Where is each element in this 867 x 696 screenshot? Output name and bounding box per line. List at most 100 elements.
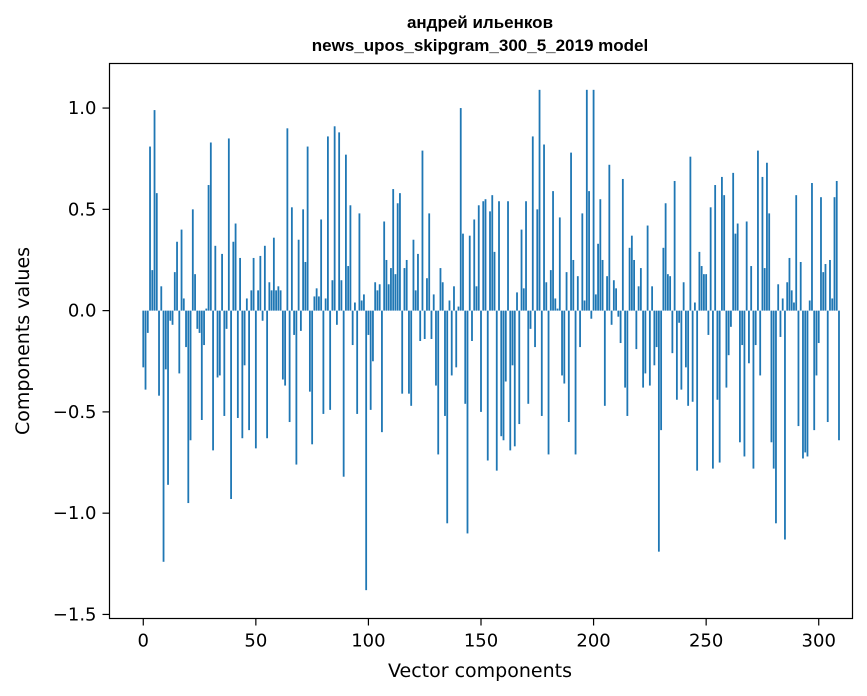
bar — [736, 223, 739, 311]
bar — [543, 144, 545, 311]
bar — [441, 282, 444, 311]
bar — [248, 310, 250, 431]
bar — [495, 310, 498, 471]
bar — [311, 310, 314, 445]
bar — [464, 310, 467, 404]
bar — [664, 203, 667, 311]
bar — [446, 310, 449, 524]
bar — [153, 110, 156, 311]
bar — [263, 245, 266, 311]
bar — [252, 257, 255, 311]
bar — [354, 302, 356, 311]
bar — [349, 205, 352, 311]
bar — [421, 150, 424, 311]
bar — [457, 306, 460, 311]
bar — [214, 245, 217, 311]
bar — [257, 290, 259, 311]
bar — [669, 276, 672, 311]
x-tick-label: 0 — [138, 631, 149, 652]
bar — [189, 310, 192, 441]
bar — [646, 225, 649, 311]
bar — [754, 310, 757, 346]
bar — [804, 310, 807, 453]
bar — [383, 221, 386, 311]
bar — [259, 255, 262, 311]
bar — [342, 310, 345, 477]
bar — [198, 310, 201, 333]
bar — [403, 268, 406, 311]
bar — [784, 310, 786, 540]
x-tick-label: 100 — [351, 631, 385, 652]
bar — [707, 310, 710, 335]
bar — [516, 292, 518, 311]
bar — [504, 310, 507, 382]
x-tick-label: 50 — [244, 631, 267, 652]
bar — [423, 310, 426, 339]
bar — [185, 310, 187, 348]
bar — [448, 300, 451, 311]
chart-title: андрей ильенков — [407, 13, 553, 32]
bar — [808, 300, 811, 311]
bar — [660, 310, 663, 431]
bar — [680, 310, 683, 390]
bar — [621, 178, 624, 311]
bar — [178, 310, 181, 374]
bar — [329, 310, 332, 410]
bar — [302, 209, 305, 311]
bar — [826, 310, 829, 423]
bar — [351, 310, 354, 346]
bar — [207, 185, 210, 311]
bar — [194, 274, 196, 311]
bar — [374, 282, 377, 311]
bar — [462, 233, 464, 311]
bar — [290, 207, 293, 311]
bar — [675, 310, 678, 400]
bar — [536, 209, 539, 311]
y-axis-label: Components values — [12, 247, 34, 435]
bar — [324, 298, 327, 311]
bar — [187, 310, 190, 504]
bar — [570, 152, 572, 311]
bar — [700, 266, 703, 311]
bar — [606, 276, 608, 311]
bar — [453, 286, 455, 311]
bar — [788, 257, 791, 311]
bar — [786, 282, 789, 311]
bar — [750, 266, 753, 311]
bar — [599, 199, 602, 311]
bar — [545, 282, 548, 311]
bar — [581, 213, 584, 311]
bar — [730, 310, 732, 327]
bar — [405, 259, 408, 311]
bar — [146, 310, 149, 333]
bar — [626, 310, 629, 416]
bar — [531, 136, 534, 311]
bar — [662, 247, 665, 311]
bar — [563, 310, 566, 384]
bar — [489, 211, 491, 311]
bar — [261, 310, 264, 321]
bar — [775, 310, 777, 524]
bar — [338, 132, 341, 311]
bar — [502, 310, 505, 441]
bar — [813, 310, 816, 431]
bar — [558, 217, 561, 311]
bar — [734, 233, 737, 311]
bar — [158, 310, 160, 396]
bar — [471, 310, 473, 341]
bar — [216, 310, 219, 378]
bar — [173, 272, 176, 311]
bar — [459, 108, 462, 311]
bar — [360, 300, 363, 311]
bar — [657, 310, 660, 552]
bar — [331, 280, 334, 311]
bar — [466, 310, 469, 534]
bar — [725, 310, 728, 388]
bar — [450, 310, 453, 376]
bar — [552, 191, 554, 311]
bar — [444, 310, 446, 416]
bar — [500, 310, 503, 437]
y-tick-label: 0.5 — [68, 199, 97, 220]
bar — [304, 262, 307, 311]
bar — [162, 310, 165, 562]
